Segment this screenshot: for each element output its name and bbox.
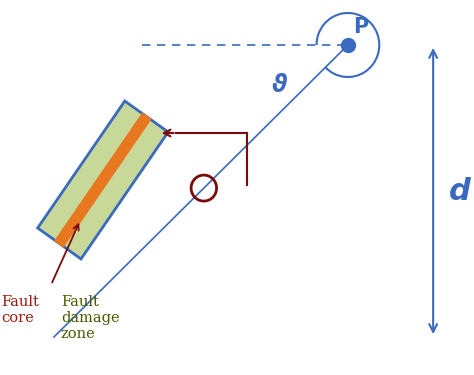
Text: Fault
core: Fault core [1, 295, 39, 325]
Polygon shape [55, 114, 150, 246]
Text: ϑ: ϑ [272, 73, 287, 97]
Text: d: d [449, 177, 471, 206]
Text: P: P [353, 17, 368, 37]
Text: Fault
damage
zone: Fault damage zone [61, 295, 119, 341]
Polygon shape [37, 101, 168, 259]
